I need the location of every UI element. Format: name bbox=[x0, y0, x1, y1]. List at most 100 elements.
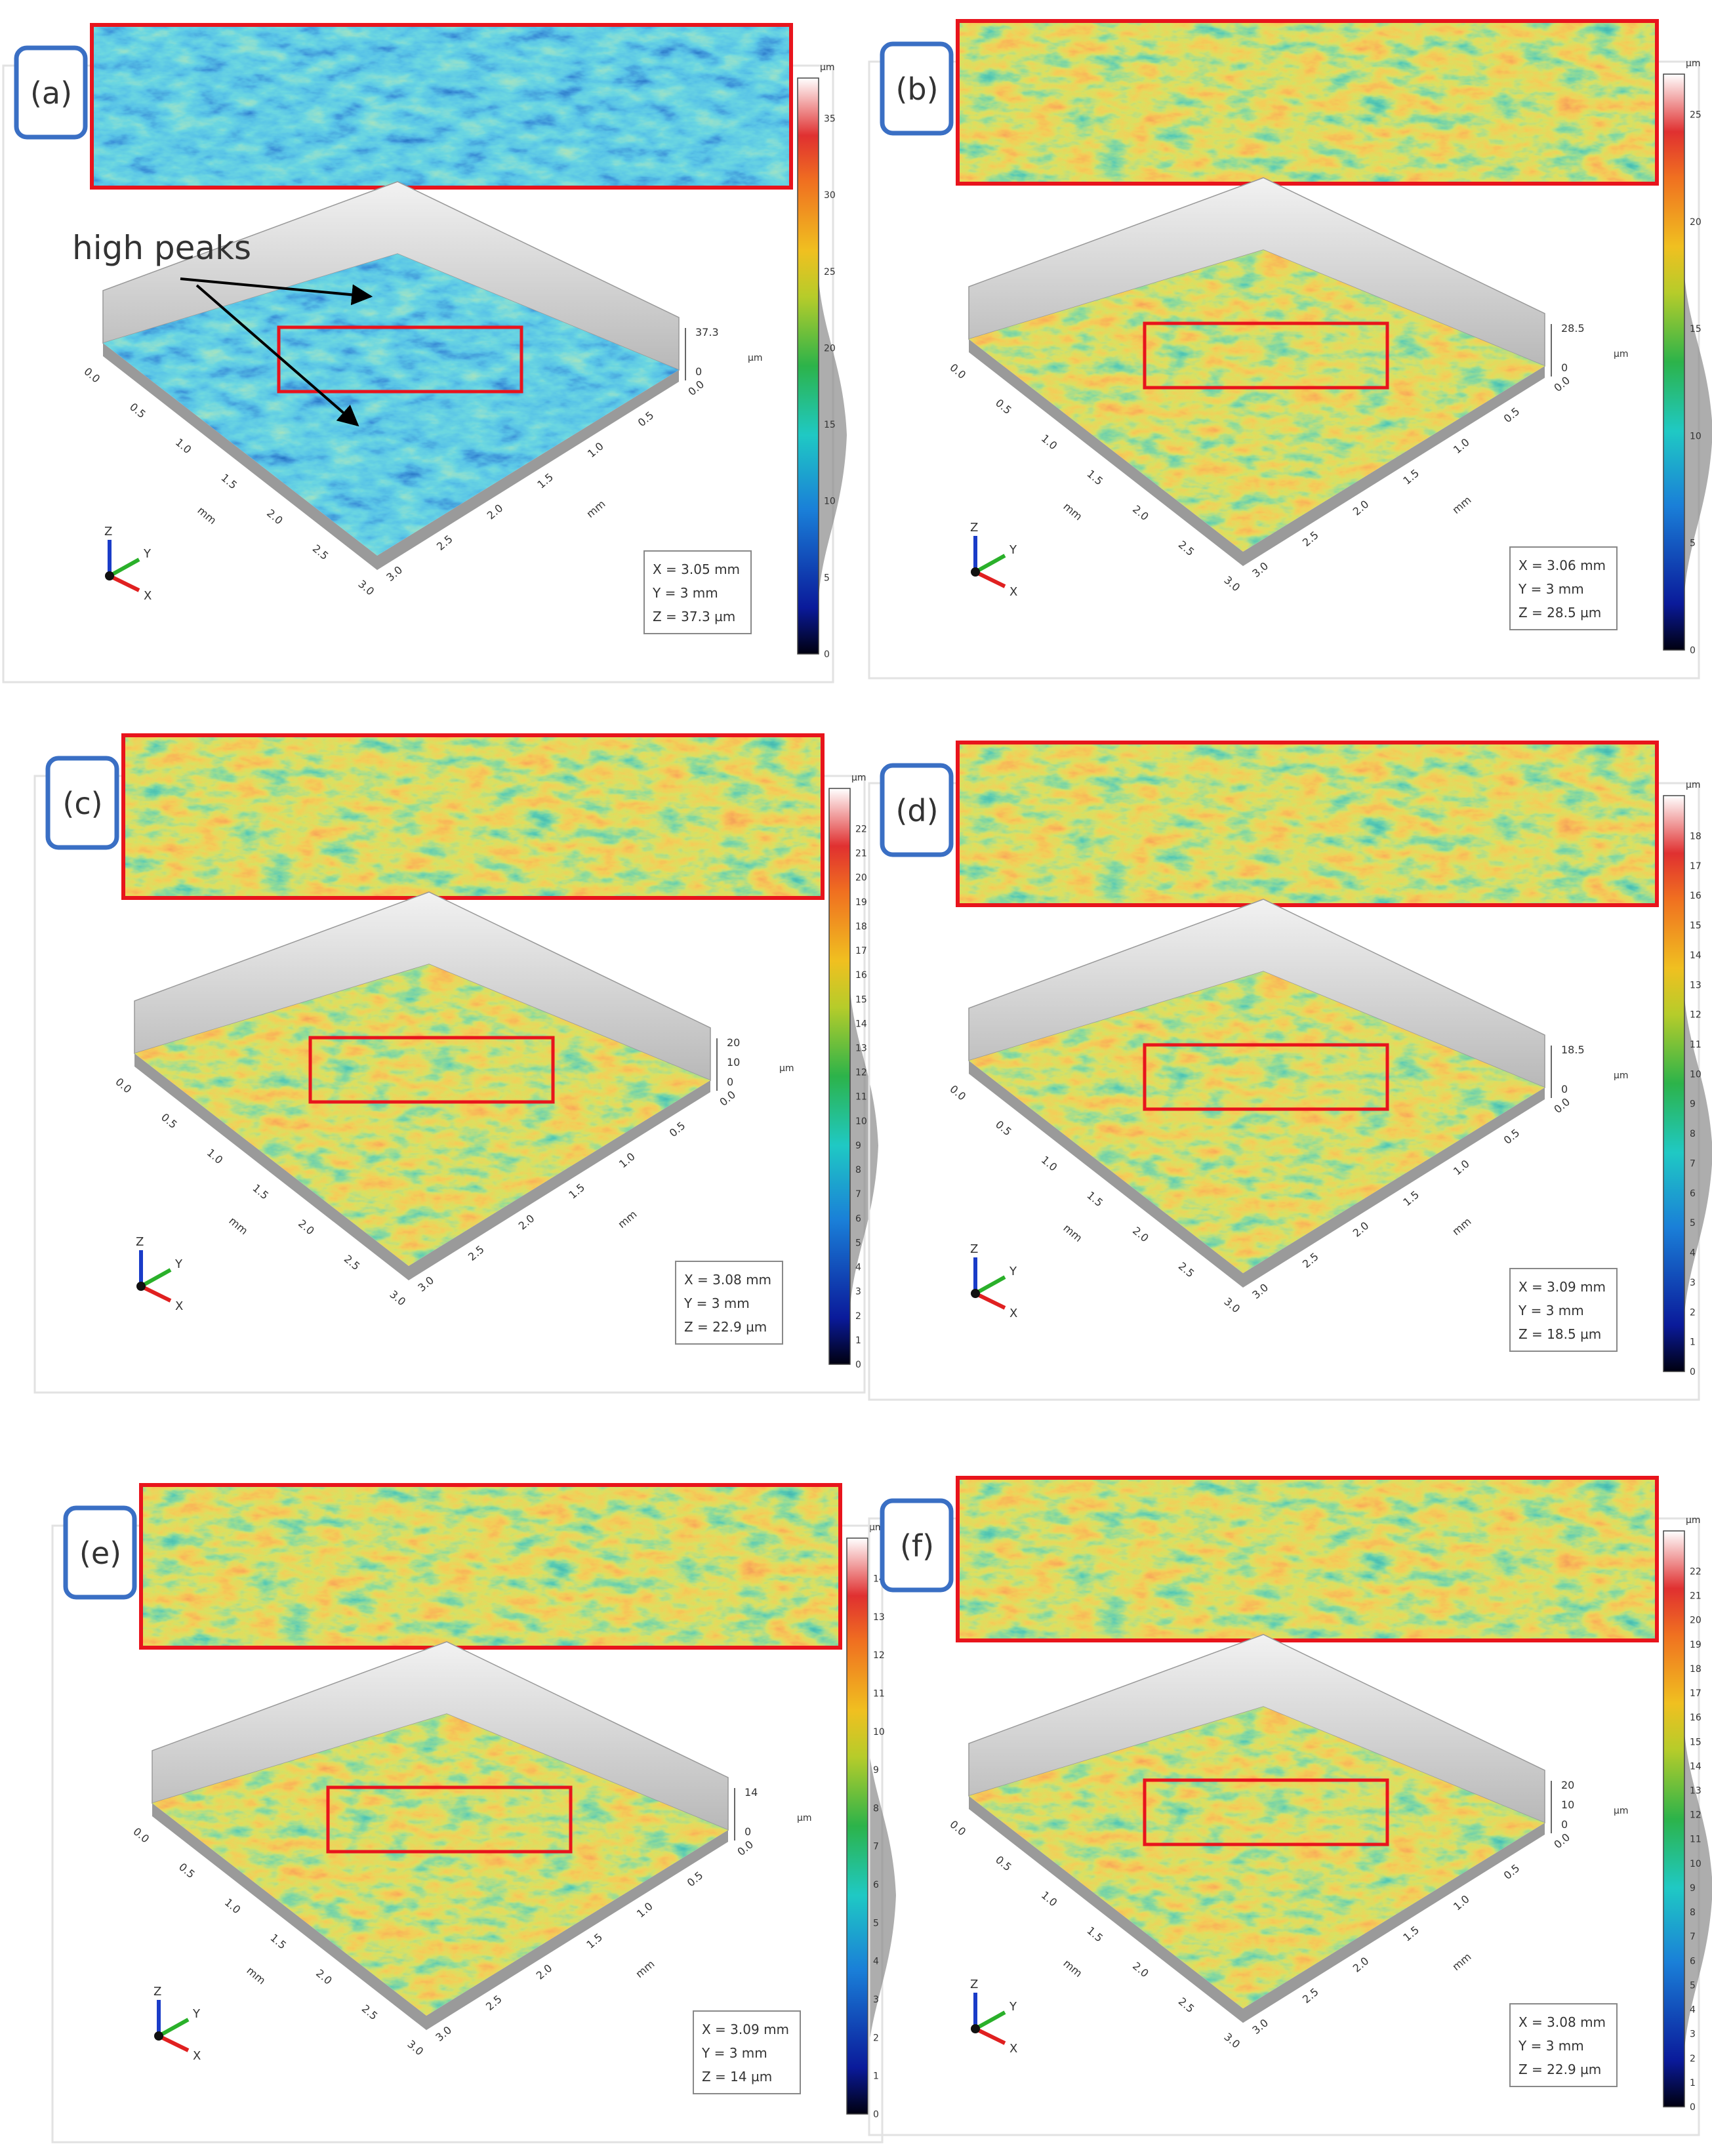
colorbar-tick: 19 bbox=[1690, 1640, 1702, 1650]
colorbar-tick: 19 bbox=[855, 897, 867, 908]
x-axis-tick: 1.0 bbox=[1039, 432, 1060, 453]
x-axis-tick: 1.5 bbox=[1084, 1924, 1105, 1945]
colorbar-tick: 18 bbox=[855, 922, 867, 932]
colorbar-tick: 7 bbox=[855, 1189, 861, 1200]
colorbar-tick: 11 bbox=[855, 1092, 867, 1103]
y-axis-tick: 0.5 bbox=[1501, 1126, 1522, 1147]
x-axis-unit: mm bbox=[195, 504, 218, 527]
colorbar-tick: 3 bbox=[873, 1995, 879, 2005]
triad-label: X bbox=[144, 589, 152, 603]
triad-label: Z bbox=[104, 525, 112, 539]
colorbar-tick: 10 bbox=[1690, 1859, 1702, 1869]
triad-x bbox=[140, 1284, 172, 1303]
info-box bbox=[643, 550, 752, 634]
y-axis-tick: 1.0 bbox=[634, 1900, 655, 1920]
x-axis-tick: 0.5 bbox=[159, 1111, 180, 1131]
triad-origin bbox=[971, 2024, 980, 2033]
colorbar-unit: µm bbox=[1686, 58, 1701, 69]
x-axis-tick: 0.5 bbox=[127, 401, 148, 421]
colorbar-tick: 17 bbox=[1690, 861, 1702, 872]
inset-frame bbox=[956, 741, 1659, 907]
histogram bbox=[1684, 275, 1712, 593]
y-axis-tick: 0.5 bbox=[636, 409, 657, 429]
histogram bbox=[868, 1739, 896, 2057]
region-marker bbox=[308, 1036, 555, 1104]
x-axis-tick: 2.0 bbox=[1130, 1225, 1151, 1245]
y-axis-tick: 3.0 bbox=[384, 563, 405, 584]
x-axis-tick: 0.5 bbox=[993, 397, 1014, 417]
histogram bbox=[1684, 997, 1712, 1314]
panel-label: (f) bbox=[900, 1528, 934, 1564]
y-axis-tick: 0.0 bbox=[717, 1088, 738, 1109]
triad-label: X bbox=[1009, 585, 1017, 599]
x-axis-tick: 2.5 bbox=[1176, 1995, 1197, 2016]
x-axis-tick: 1.0 bbox=[222, 1896, 243, 1917]
y-axis-tick: 0.0 bbox=[1551, 1831, 1572, 1851]
annotation-arrow bbox=[195, 284, 359, 427]
panel-label: (c) bbox=[62, 786, 102, 821]
info-line: Y = 3 mm bbox=[1518, 1303, 1584, 1318]
inset-texture bbox=[123, 735, 823, 898]
y-axis-tick: 2.0 bbox=[534, 1962, 555, 1982]
colorbar-tick: 1 bbox=[873, 2071, 879, 2082]
colorbar-tick: 25 bbox=[824, 267, 836, 277]
inset-frame bbox=[121, 733, 825, 900]
colorbar-tick: 15 bbox=[855, 994, 867, 1005]
panel-label: (b) bbox=[895, 71, 938, 107]
triad-x bbox=[974, 2027, 1006, 2045]
inset-surface bbox=[141, 1485, 840, 1648]
colorbar-tick: 15 bbox=[1690, 1737, 1702, 1747]
colorbar-tick: 15 bbox=[1690, 324, 1702, 335]
inset-surface bbox=[123, 735, 823, 898]
x-axis-tick: 0.5 bbox=[993, 1854, 1014, 1874]
panel: (e) 0.0 0.0 0.5 0.5 1.0 1.0 1.5 1.5 2.0 2.0 2.5 2.5 3… bbox=[51, 1483, 896, 2144]
z-axis-label: 28.5 bbox=[1561, 322, 1585, 335]
info-box bbox=[1509, 1268, 1618, 1352]
colorbar-tick: 8 bbox=[873, 1803, 879, 1814]
y-axis-unit: mm bbox=[1450, 1950, 1473, 1973]
triad-label: X bbox=[1009, 2042, 1017, 2056]
colorbar-tick: 0 bbox=[1690, 645, 1696, 656]
colorbar bbox=[1663, 795, 1685, 1372]
colorbar-tick: 3 bbox=[855, 1287, 861, 1297]
x-axis-tick: 1.0 bbox=[1039, 1889, 1060, 1909]
y-axis-tick: 0.0 bbox=[1551, 374, 1572, 394]
y-axis-tick: 2.0 bbox=[516, 1212, 537, 1232]
x-axis-tick: 2.5 bbox=[310, 542, 331, 563]
triad-y bbox=[974, 2010, 1006, 2031]
colorbar-tick: 5 bbox=[1690, 1980, 1696, 1991]
x-axis-unit: mm bbox=[244, 1964, 268, 1987]
x-axis-tick: 0.0 bbox=[947, 1083, 968, 1103]
triad-origin bbox=[154, 2031, 163, 2041]
z-axis-label: 20 bbox=[727, 1036, 740, 1049]
inset-frame bbox=[956, 1476, 1659, 1642]
triad-x bbox=[157, 2034, 190, 2052]
z-axis-unit: µm bbox=[779, 1063, 794, 1074]
y-axis-tick: 1.0 bbox=[1451, 436, 1472, 456]
colorbar bbox=[846, 1537, 868, 2115]
colorbar-tick: 18 bbox=[1690, 1664, 1702, 1675]
colorbar-tick: 7 bbox=[873, 1842, 879, 1852]
triad-label: X bbox=[175, 1299, 183, 1313]
y-axis-tick: 1.5 bbox=[535, 471, 556, 491]
x-axis-tick: 0.5 bbox=[993, 1118, 1014, 1139]
z-axis-label: 0 bbox=[695, 365, 702, 378]
triad-y bbox=[157, 2018, 190, 2038]
x-axis-tick: 2.0 bbox=[1130, 503, 1151, 523]
x-axis-tick: 3.0 bbox=[356, 578, 377, 598]
colorbar bbox=[797, 77, 819, 655]
colorbar-tick: 12 bbox=[1690, 1810, 1702, 1821]
colorbar-tick: 15 bbox=[1690, 921, 1702, 931]
y-axis-tick: 2.5 bbox=[1300, 529, 1321, 549]
x-axis-tick: 1.5 bbox=[1084, 468, 1105, 488]
histogram bbox=[1684, 1732, 1712, 2050]
x-axis-tick: 0.0 bbox=[947, 361, 968, 382]
info-line: X = 3.09 mm bbox=[1518, 1279, 1606, 1295]
y-axis-tick: 3.0 bbox=[1250, 559, 1271, 580]
colorbar-tick: 13 bbox=[855, 1043, 867, 1053]
info-line: Z = 28.5 µm bbox=[1518, 605, 1601, 620]
colorbar-tick: 8 bbox=[1690, 1129, 1696, 1139]
y-axis-tick: 1.5 bbox=[1400, 467, 1421, 487]
colorbar-tick: 14 bbox=[855, 1019, 867, 1029]
colorbar-tick: 1 bbox=[1690, 1337, 1696, 1348]
